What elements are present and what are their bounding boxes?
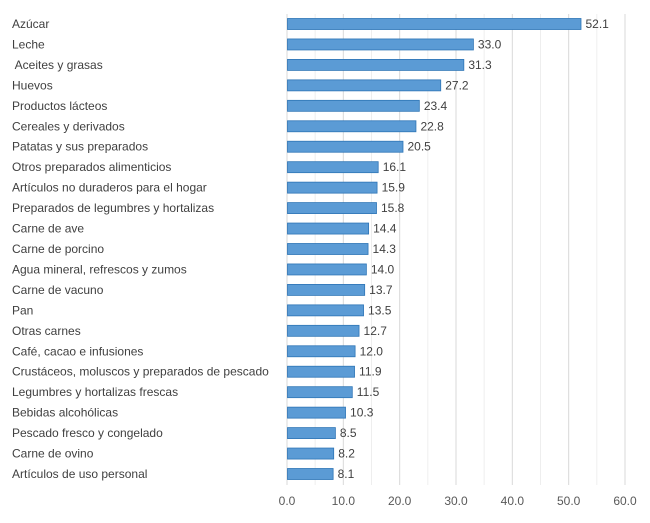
category-label: Agua mineral, refrescos y zumos xyxy=(12,262,187,276)
bar xyxy=(287,181,378,194)
x-tick-label: 50.0 xyxy=(557,494,581,508)
data-label: 52.1 xyxy=(585,17,609,31)
data-label: 8.2 xyxy=(338,447,355,461)
category-label: Leche xyxy=(12,37,45,51)
category-label: Carne de porcino xyxy=(12,242,104,256)
data-label: 16.1 xyxy=(383,160,407,174)
bar xyxy=(287,38,474,51)
data-label: 14.4 xyxy=(373,222,397,236)
bar xyxy=(287,99,420,112)
data-label: 12.7 xyxy=(364,324,388,338)
category-label: Carne de vacuno xyxy=(12,283,104,297)
category-label: Aceites y grasas xyxy=(12,58,103,72)
category-label: Otros preparados alimenticios xyxy=(12,160,171,174)
bar xyxy=(287,365,355,378)
data-label: 27.2 xyxy=(445,78,469,92)
x-tick-label: 60.0 xyxy=(613,494,637,508)
bar xyxy=(287,202,377,214)
x-tick-label: 10.0 xyxy=(332,494,356,508)
bar xyxy=(287,222,370,235)
bar xyxy=(287,304,364,317)
category-label: Pan xyxy=(12,303,33,317)
category-label: Crustáceos, moluscos y preparados de pes… xyxy=(12,365,269,379)
bar xyxy=(287,79,442,92)
data-label: 31.3 xyxy=(468,58,492,72)
bar xyxy=(287,345,356,358)
bar xyxy=(287,59,465,71)
x-tick-label: 40.0 xyxy=(501,494,525,508)
data-label: 14.3 xyxy=(373,242,397,256)
category-label: Café, cacao e infusiones xyxy=(12,344,143,358)
data-label: 15.8 xyxy=(381,201,405,215)
data-label: 13.5 xyxy=(368,303,392,317)
data-label: 10.3 xyxy=(350,406,374,420)
data-label: 8.5 xyxy=(340,426,357,440)
category-label: Bebidas alcohólicas xyxy=(12,406,118,420)
data-label: 15.9 xyxy=(382,181,406,195)
data-label: 11.9 xyxy=(359,365,382,379)
x-tick-label: 30.0 xyxy=(444,494,468,508)
data-label: 14.0 xyxy=(371,262,395,276)
category-label: Artículos de uso personal xyxy=(12,467,147,481)
category-label: Productos lácteos xyxy=(12,99,107,113)
bar xyxy=(287,468,334,480)
category-label: Patatas y sus preparados xyxy=(12,140,148,154)
bar xyxy=(287,284,366,296)
bar xyxy=(287,386,353,399)
data-label: 20.5 xyxy=(407,140,431,154)
data-label: 8.1 xyxy=(338,467,355,481)
bar xyxy=(287,140,404,153)
data-label: 12.0 xyxy=(360,344,384,358)
bar xyxy=(287,243,369,255)
category-label: Preparados de legumbres y hortalizas xyxy=(12,201,214,215)
category-label: Artículos no duraderos para el hogar xyxy=(12,181,207,195)
data-label: 22.8 xyxy=(420,119,444,133)
bar xyxy=(287,18,582,30)
data-label: 23.4 xyxy=(424,99,448,113)
category-label: Carne de ave xyxy=(12,222,84,236)
bar xyxy=(287,406,346,419)
category-label: Carne de ovino xyxy=(12,447,94,461)
category-label: Pescado fresco y congelado xyxy=(12,426,163,440)
bar xyxy=(287,324,360,337)
x-tick-label: 0.0 xyxy=(279,494,296,508)
category-label: Huevos xyxy=(12,78,53,92)
data-label: 33.0 xyxy=(478,37,502,51)
bar xyxy=(287,427,336,439)
category-label: Legumbres y hortalizas frescas xyxy=(12,385,178,399)
data-label: 13.7 xyxy=(369,283,393,297)
bar xyxy=(287,161,379,174)
bar xyxy=(287,263,367,276)
category-label: Cereales y derivados xyxy=(12,119,125,133)
bar xyxy=(287,120,417,133)
bar xyxy=(287,447,335,460)
category-label: Otras carnes xyxy=(12,324,81,338)
x-tick-label: 20.0 xyxy=(388,494,412,508)
category-label: Azúcar xyxy=(12,17,49,31)
data-label: 11.5 xyxy=(357,385,380,399)
